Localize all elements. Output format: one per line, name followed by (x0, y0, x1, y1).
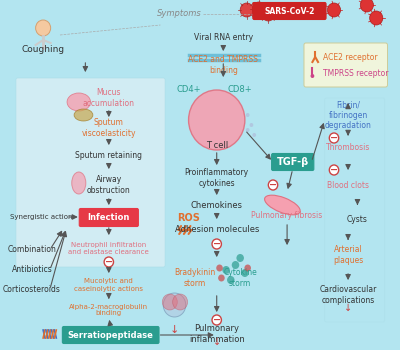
Text: Thrombosis: Thrombosis (326, 144, 370, 153)
Text: ↓: ↓ (344, 303, 352, 313)
Ellipse shape (72, 172, 86, 194)
Circle shape (252, 2, 266, 16)
Circle shape (232, 261, 239, 269)
Text: ↓: ↓ (213, 337, 221, 347)
Text: TMPRSS receptor: TMPRSS receptor (323, 69, 388, 77)
Text: Alpha-2-macroglobulin
binding: Alpha-2-macroglobulin binding (69, 303, 148, 316)
Circle shape (173, 294, 188, 310)
FancyBboxPatch shape (272, 154, 314, 170)
FancyBboxPatch shape (62, 327, 159, 343)
Circle shape (216, 265, 223, 272)
Circle shape (222, 266, 230, 274)
Circle shape (246, 128, 250, 132)
Text: Sputum retaining: Sputum retaining (75, 150, 142, 160)
Text: −: − (213, 239, 221, 249)
Text: Viral RNA entry: Viral RNA entry (194, 34, 253, 42)
Circle shape (163, 293, 186, 317)
Text: Serratiopeptidase: Serratiopeptidase (68, 330, 154, 340)
Circle shape (241, 269, 249, 277)
Text: Infection: Infection (88, 213, 130, 222)
Circle shape (36, 20, 51, 36)
Text: Antibiotics: Antibiotics (12, 266, 52, 274)
Text: Chemokines: Chemokines (191, 202, 243, 210)
Text: Mucus
accumulation: Mucus accumulation (83, 88, 135, 108)
Text: Bradykinin
storm: Bradykinin storm (174, 268, 216, 288)
Text: Airway
obstruction: Airway obstruction (87, 175, 131, 195)
Circle shape (240, 3, 253, 17)
Ellipse shape (265, 195, 300, 215)
Text: Sputum
viscoelasticity: Sputum viscoelasticity (82, 118, 136, 138)
Circle shape (246, 113, 250, 117)
Text: CD8+: CD8+ (228, 85, 252, 94)
Text: −: − (330, 165, 338, 175)
Text: SARS-CoV-2: SARS-CoV-2 (264, 7, 315, 15)
Text: −: − (213, 315, 221, 325)
Circle shape (329, 133, 339, 143)
Ellipse shape (67, 93, 90, 111)
Circle shape (212, 239, 222, 249)
Circle shape (218, 274, 225, 281)
Circle shape (310, 74, 314, 78)
FancyBboxPatch shape (16, 78, 165, 267)
Text: T cell: T cell (206, 140, 228, 149)
Circle shape (262, 7, 275, 21)
Text: −: − (105, 257, 113, 267)
Circle shape (268, 180, 278, 190)
Circle shape (328, 3, 340, 17)
FancyBboxPatch shape (304, 43, 388, 87)
Text: Corticosteroids: Corticosteroids (3, 286, 61, 294)
Ellipse shape (74, 109, 93, 121)
Circle shape (370, 11, 383, 25)
Text: ACE2 and TMPRSS
binding: ACE2 and TMPRSS binding (188, 55, 258, 75)
Text: Synergistic action: Synergistic action (10, 214, 72, 220)
Text: Coughing: Coughing (22, 46, 65, 55)
Circle shape (250, 123, 253, 127)
Circle shape (360, 0, 374, 12)
Text: Combination: Combination (8, 245, 56, 254)
Circle shape (227, 276, 234, 284)
Text: Fibrin/
fibrinogen
degradation: Fibrin/ fibrinogen degradation (325, 100, 372, 130)
Circle shape (252, 133, 256, 137)
Text: Proinflammatory
cytokines: Proinflammatory cytokines (185, 168, 249, 188)
Text: TGF-β: TGF-β (276, 157, 309, 167)
Circle shape (162, 294, 177, 310)
Text: CD4+: CD4+ (176, 85, 201, 94)
Text: Cardiovascular
complications: Cardiovascular complications (319, 285, 377, 305)
Circle shape (244, 265, 251, 272)
Text: ROS: ROS (177, 213, 200, 223)
Text: Mucolytic and
caseinolytic actions: Mucolytic and caseinolytic actions (74, 279, 143, 292)
FancyBboxPatch shape (79, 209, 138, 226)
Text: −: − (269, 180, 277, 190)
Text: Symptoms: Symptoms (157, 9, 202, 19)
Text: Neutrophil infiltration
and elastase clearance: Neutrophil infiltration and elastase cle… (68, 241, 149, 254)
Circle shape (104, 257, 114, 267)
Text: Adhesion molecules: Adhesion molecules (174, 225, 259, 234)
Circle shape (188, 90, 245, 150)
FancyBboxPatch shape (253, 2, 326, 20)
Text: −: − (330, 133, 338, 143)
Text: Pulmonary
inflammation: Pulmonary inflammation (189, 324, 244, 344)
Circle shape (212, 315, 222, 325)
Text: Arterial
plaques: Arterial plaques (333, 245, 363, 265)
Circle shape (236, 254, 244, 262)
Text: Cytokine
storm: Cytokine storm (223, 268, 257, 288)
Text: ACE2 receptor: ACE2 receptor (323, 54, 377, 63)
Text: ↓: ↓ (170, 325, 179, 335)
Circle shape (329, 165, 339, 175)
Text: Cysts: Cysts (347, 216, 368, 224)
Text: Pulmonary fibrosis: Pulmonary fibrosis (252, 210, 323, 219)
Text: Blood clots: Blood clots (327, 181, 369, 189)
